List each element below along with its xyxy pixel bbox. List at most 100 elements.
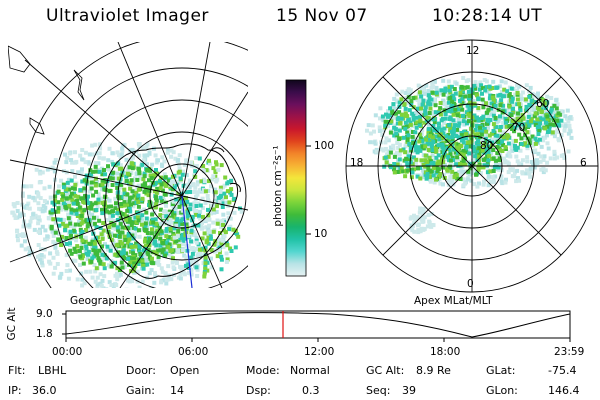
aurora-pixel	[459, 173, 464, 178]
aurora-pixel	[494, 125, 499, 130]
aurora-pixel	[496, 119, 501, 124]
aurora-pixel	[512, 129, 517, 134]
aurora-pixel	[58, 217, 63, 222]
aurora-pixel	[239, 209, 244, 214]
aurora-pixel	[80, 242, 85, 247]
aurora-pixel	[211, 207, 216, 212]
aurora-pixel	[394, 131, 399, 136]
aurora-pixel	[401, 147, 406, 152]
aurora-pixel	[152, 189, 157, 194]
aurora-pixel	[383, 119, 388, 124]
aurora-pixel	[519, 141, 524, 146]
aurora-pixel	[510, 99, 515, 104]
aurora-pixel	[151, 220, 156, 225]
aurora-pixel	[43, 237, 47, 242]
aurora-pixel	[203, 201, 208, 205]
australia-outline	[8, 45, 31, 73]
aurora-pixel	[134, 229, 139, 233]
aurora-pixel	[555, 155, 560, 160]
aurora-pixel	[34, 167, 39, 172]
seq-value: 39	[402, 384, 416, 397]
aurora-pixel	[184, 173, 189, 178]
aurora-pixel	[154, 168, 158, 172]
aurora-pixel	[137, 259, 142, 264]
aurora-pixel	[452, 147, 457, 152]
aurora-pixel	[548, 122, 553, 127]
aurora-pixel	[408, 120, 413, 125]
aurora-pixel	[73, 193, 78, 198]
aurora-pixel	[147, 150, 152, 155]
aurora-pixel	[228, 246, 233, 251]
aurora-pixel	[212, 242, 217, 247]
aurora-pixel	[461, 183, 466, 188]
aurora-pixel	[105, 218, 110, 222]
aurora-pixel	[473, 86, 478, 91]
aurora-pixel	[502, 87, 507, 92]
aurora-pixel	[419, 106, 423, 111]
aurora-pixel	[178, 176, 183, 181]
aurora-pixel	[536, 151, 541, 156]
aurora-pixel	[485, 110, 489, 115]
aurora-pixel	[455, 155, 460, 160]
aurora-pixel	[472, 118, 477, 123]
aurora-pixel	[189, 255, 194, 260]
aurora-pixel	[194, 194, 198, 199]
aurora-pixel	[116, 153, 121, 157]
aurora-pixel	[86, 194, 90, 199]
aurora-pixel	[28, 219, 33, 224]
aurora-pixel	[442, 126, 447, 131]
aurora-pixel	[93, 251, 98, 256]
aurora-pixel	[440, 174, 445, 179]
aurora-pixel	[559, 109, 564, 114]
aurora-pixel	[433, 134, 438, 139]
aurora-pixel	[231, 227, 236, 232]
aurora-pixel	[395, 121, 400, 126]
aurora-pixel	[485, 151, 490, 156]
aurora-pixel	[48, 251, 53, 256]
aurora-pixel	[435, 169, 440, 173]
aurora-pixel	[166, 211, 171, 216]
aurora-pixel	[128, 209, 133, 214]
time-tick-label: 18:00	[430, 346, 461, 358]
aurora-pixel	[145, 153, 150, 158]
aurora-pixel	[113, 227, 118, 232]
aurora-pixel	[214, 162, 219, 167]
aurora-pixel	[480, 128, 485, 133]
aurora-pixel	[148, 173, 153, 178]
aurora-pixel	[524, 104, 529, 109]
aurora-pixel	[153, 205, 158, 210]
aurora-pixel	[459, 138, 464, 143]
aurora-pixel	[92, 241, 97, 246]
aurora-pixel	[77, 219, 82, 224]
left-map	[8, 42, 248, 288]
latitude-circle	[117, 131, 247, 261]
aurora-pixel	[110, 183, 115, 187]
aurora-pixel	[438, 161, 443, 166]
aurora-pixel	[449, 109, 454, 114]
aurora-pixel	[492, 109, 496, 114]
aurora-pixel	[507, 104, 512, 109]
aurora-pixel	[513, 117, 518, 122]
aurora-pixel	[219, 267, 224, 272]
aurora-pixel	[424, 83, 429, 88]
aurora-pixel	[170, 174, 175, 179]
aurora-pixel	[132, 193, 137, 198]
aurora-pixel	[91, 248, 96, 253]
aurora-pixel	[83, 160, 88, 165]
aurora-pixel	[467, 119, 471, 124]
aurora-pixel	[566, 119, 571, 124]
aurora-pixel	[116, 207, 121, 212]
aurora-pixel	[97, 169, 102, 174]
aurora-pixel	[545, 100, 550, 105]
aurora-pixel	[84, 269, 89, 274]
aurora-pixel	[198, 209, 203, 214]
aurora-pixel	[86, 252, 90, 257]
aurora-pixel	[93, 201, 98, 206]
aurora-pixel	[213, 187, 218, 192]
aurora-pixel	[472, 182, 477, 187]
aurora-pixel	[421, 206, 426, 211]
aurora-pixel	[102, 253, 107, 258]
aurora-pixel	[501, 130, 506, 135]
aurora-pixel	[152, 250, 157, 255]
aurora-pixel	[446, 155, 451, 160]
